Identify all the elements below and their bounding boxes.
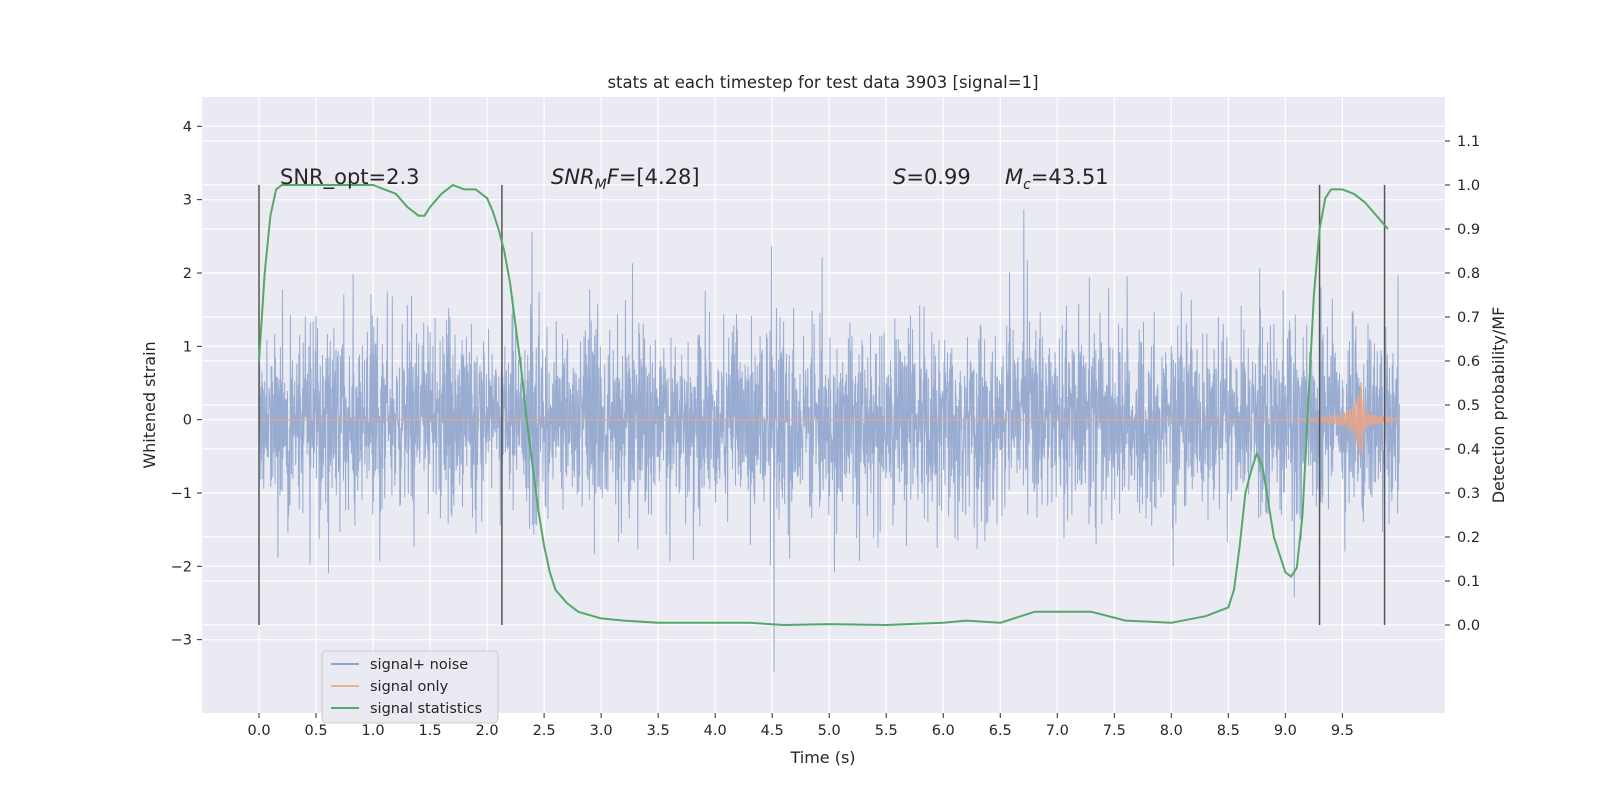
x-tick-label: 5.0 bbox=[818, 723, 841, 739]
x-tick-label: 4.0 bbox=[704, 723, 727, 739]
y-axis-right-ticks: 1.1 1.0 0.9 0.8 0.7 0.6 0.5 0.4 0.3 0.2 0.1 0.0 bbox=[1445, 134, 1480, 634]
y-right-tick-label: 0.4 bbox=[1457, 442, 1480, 458]
annotation-s-main: S bbox=[893, 165, 906, 189]
x-tick-label: 6.5 bbox=[989, 723, 1012, 739]
annotation-s-tail: =0.99 bbox=[906, 165, 970, 189]
y-right-tick-label: 0.8 bbox=[1457, 266, 1480, 282]
legend-label-signal-noise: signal+ noise bbox=[370, 657, 468, 673]
annotation-mc-tail: =43.51 bbox=[1031, 165, 1109, 189]
series-signal-only bbox=[259, 382, 1400, 454]
annotation-mc: Mc=43.51 bbox=[1005, 165, 1109, 193]
annotation-s: S=0.99 bbox=[893, 165, 971, 189]
y-axis-label: Whitened strain bbox=[140, 341, 159, 468]
y-tick-label: 4 bbox=[183, 119, 192, 135]
x-tick-label: 6.0 bbox=[932, 723, 955, 739]
annotation-snr-mf-main: SNR bbox=[551, 165, 595, 189]
y-tick-label: −3 bbox=[171, 633, 192, 649]
x-tick-label: 0.0 bbox=[247, 723, 270, 739]
y-tick-label: 1 bbox=[183, 339, 192, 355]
x-tick-label: 8.0 bbox=[1160, 723, 1183, 739]
x-tick-label: 0.5 bbox=[305, 723, 328, 739]
x-axis-ticks: 0.0 0.5 1.0 1.5 2.0 2.5 3.0 3.5 4.0 4.5 5.0 5.5 6.0 6… bbox=[247, 713, 1354, 739]
legend-box bbox=[321, 650, 499, 724]
x-tick-label: 3.5 bbox=[647, 723, 670, 739]
legend: signal+ noise signal only signal statist… bbox=[321, 650, 499, 724]
x-tick-label: 1.5 bbox=[419, 723, 442, 739]
annotation-snr-mf-tail-value: =[4.28] bbox=[619, 165, 700, 189]
series-signal-noise bbox=[258, 209, 1400, 673]
y-right-tick-label: 0.2 bbox=[1457, 530, 1480, 546]
y-right-tick-label: 0.3 bbox=[1457, 486, 1480, 502]
x-tick-label: 5.5 bbox=[875, 723, 898, 739]
chart-title: stats at each timestep for test data 390… bbox=[607, 73, 1038, 92]
annotation-snr-mf-tail-f: F bbox=[607, 165, 620, 189]
y-right-tick-label: 0.9 bbox=[1457, 222, 1480, 238]
series-signal-statistics bbox=[258, 184, 1389, 626]
y-tick-label: −1 bbox=[171, 486, 192, 502]
annotation-mc-main: M bbox=[1005, 165, 1023, 189]
y-right-tick-label: 0.6 bbox=[1457, 354, 1480, 370]
x-tick-label: 2.0 bbox=[476, 723, 499, 739]
y-right-tick-label: 0.7 bbox=[1457, 310, 1480, 326]
y-axis-right-label: Detection probability/MF bbox=[1489, 307, 1508, 504]
y-axis-ticks: 4 3 2 1 0 −1 −2 −3 bbox=[171, 119, 202, 649]
y-right-tick-label: 0.0 bbox=[1457, 618, 1480, 634]
legend-label-signal-statistics: signal statistics bbox=[370, 701, 482, 717]
x-axis-label: Time (s) bbox=[789, 748, 855, 767]
y-tick-label: 0 bbox=[183, 413, 192, 429]
x-tick-label: 9.0 bbox=[1274, 723, 1297, 739]
annotation-snr-mf: SNRMF=[4.28] bbox=[551, 165, 700, 193]
legend-label-signal-only: signal only bbox=[370, 679, 449, 695]
annotation-snr-mf-sub: M bbox=[595, 177, 607, 193]
x-tick-label: 7.0 bbox=[1046, 723, 1069, 739]
x-tick-label: 7.5 bbox=[1103, 723, 1126, 739]
y-right-tick-label: 1.0 bbox=[1457, 178, 1480, 194]
annotation-snr-opt: SNR_opt=2.3 bbox=[280, 165, 420, 190]
x-tick-label: 4.5 bbox=[761, 723, 784, 739]
y-right-tick-label: 0.1 bbox=[1457, 574, 1480, 590]
x-tick-label: 3.0 bbox=[590, 723, 613, 739]
y-right-tick-label: 0.5 bbox=[1457, 398, 1480, 414]
y-tick-label: −2 bbox=[171, 559, 192, 575]
vertical-markers bbox=[258, 185, 1386, 625]
x-tick-label: 1.0 bbox=[362, 723, 385, 739]
x-tick-label: 9.5 bbox=[1331, 723, 1354, 739]
signal-noise-line bbox=[258, 209, 1400, 673]
signal-only-line bbox=[259, 382, 1400, 454]
x-tick-label: 8.5 bbox=[1217, 723, 1240, 739]
signal-statistics-line bbox=[258, 184, 1389, 626]
x-tick-label: 2.5 bbox=[533, 723, 556, 739]
y-tick-label: 3 bbox=[183, 193, 192, 209]
y-right-tick-label: 1.1 bbox=[1457, 134, 1480, 150]
y-tick-label: 2 bbox=[183, 266, 192, 282]
annotation-mc-sub: c bbox=[1023, 177, 1031, 193]
